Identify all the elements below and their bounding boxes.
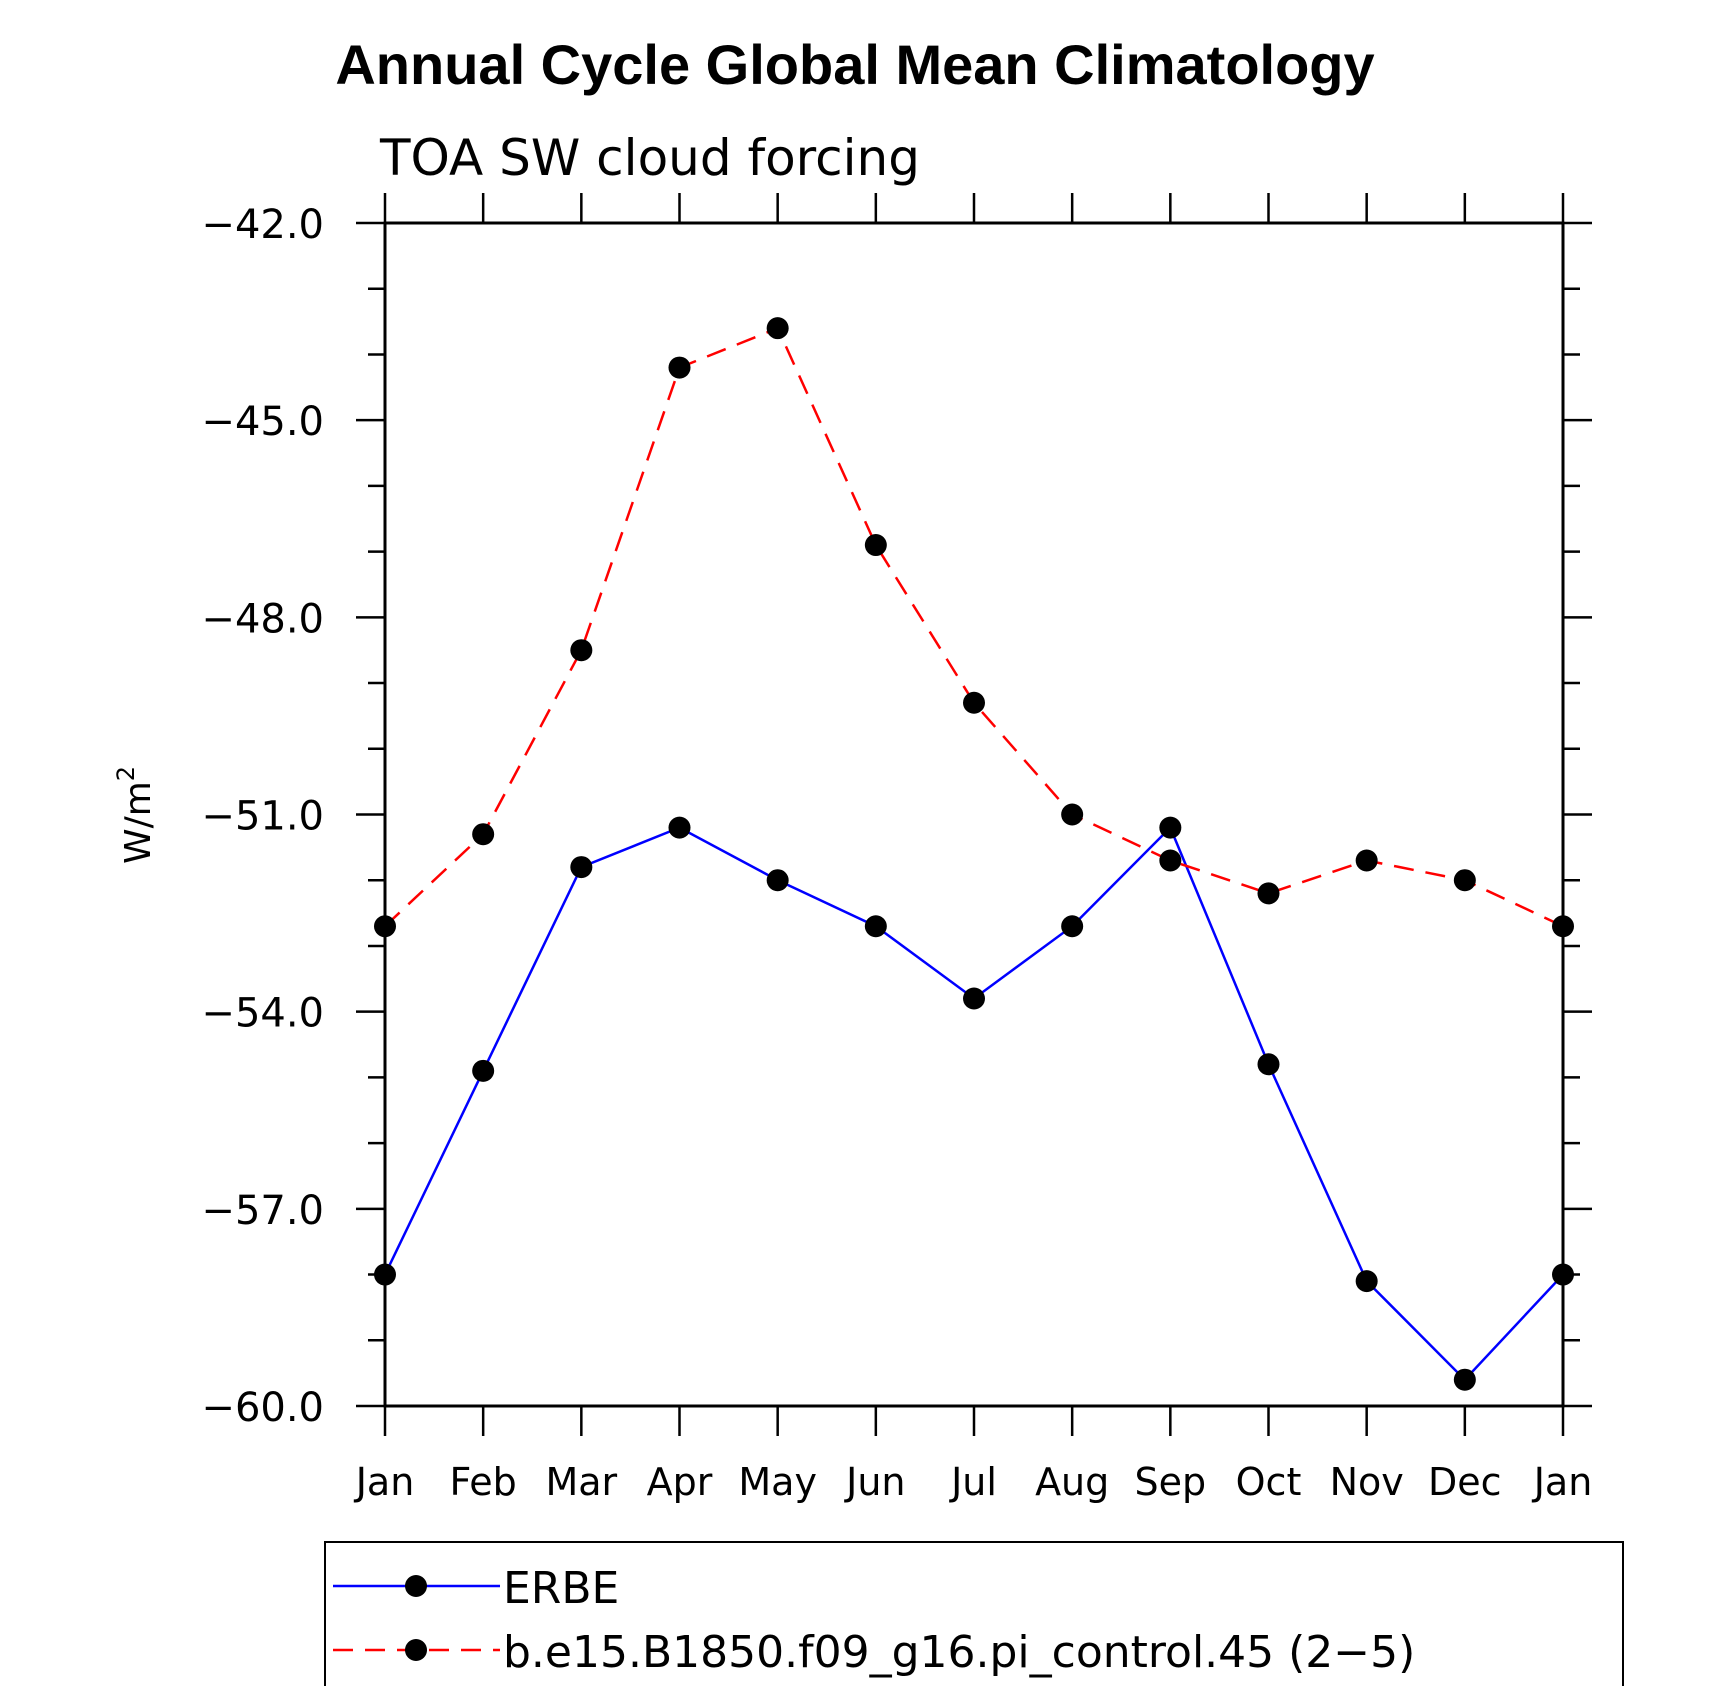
series-line-1 [384,326,1564,928]
y-tick-label: −60.0 [201,1385,324,1431]
legend-label-erbe: ERBE [503,1563,619,1614]
plot-frame [383,221,1565,1408]
x-tick-label: Apr [647,1460,713,1504]
y-axis-label-text: W/m [118,781,159,864]
data-point-series-0 [1159,816,1182,839]
data-point-series-0 [1257,1053,1280,1076]
data-point-series-0 [963,987,985,1010]
data-point-series-1 [668,356,691,379]
data-point-series-1 [1257,882,1280,905]
data-point-series-1 [374,915,396,938]
data-point-series-0 [472,1059,495,1082]
data-point-series-1 [1453,869,1476,892]
data-point-series-0 [374,1263,396,1286]
y-axis-label: W/m2 [112,766,159,864]
legend-label-model: b.e15.B1850.f09_g16.pi_control.45 (2−5) [503,1627,1415,1678]
x-tick-label: Nov [1330,1460,1404,1504]
data-point-series-1 [1355,849,1378,872]
legend-marker-erbe [405,1575,427,1597]
x-tick-label: Mar [545,1460,617,1504]
x-tick-label: Oct [1236,1460,1302,1504]
data-point-series-0 [766,869,789,892]
y-tick-label: −54.0 [201,991,324,1037]
x-tick-label: Aug [1035,1460,1109,1504]
data-point-series-0 [1355,1270,1378,1293]
data-point-series-0 [668,816,691,839]
legend: ERBE b.e15.B1850.f09_g16.pi_control.45 (… [324,1541,1624,1686]
x-tick-label: Sep [1135,1460,1207,1504]
chart-title: Annual Cycle Global Mean Climatology [335,33,1374,96]
legend-marker-model [405,1639,427,1661]
x-tick-label: Jan [1532,1460,1593,1504]
series-group [374,317,1574,1391]
legend-box [324,1541,1624,1686]
series-line-0 [383,825,1564,1382]
data-point-series-0 [1061,915,1084,938]
data-point-series-1 [864,534,887,557]
y-tick-label: −45.0 [201,399,324,445]
data-point-series-0 [1453,1368,1476,1391]
y-axis-label-superscript: 2 [112,766,140,781]
y-axis-ticks: −42.0 −45.0 −48.0 −51.0 −54.0 −57.0 −60.0 [201,202,1592,1431]
x-tick-label: Jul [949,1460,997,1504]
x-tick-label: May [738,1460,817,1504]
data-point-series-0 [864,915,887,938]
svg-text:W/m2: W/m2 [112,766,159,864]
data-point-series-1 [472,823,495,846]
x-axis-ticks: Jan Feb Mar Apr May Jun Jul Aug Sep Oct Nov Dec Jan [354,193,1593,1504]
chart-subtitle: TOA SW cloud forcing [379,129,920,187]
x-tick-label: Jun [844,1460,905,1504]
x-tick-label: Jan [354,1460,415,1504]
data-point-series-1 [570,639,593,662]
y-tick-label: −42.0 [201,202,324,248]
y-tick-label: −57.0 [201,1188,324,1234]
data-point-series-0 [1552,1263,1574,1286]
data-point-series-1 [1552,915,1574,938]
data-point-series-0 [570,856,593,879]
data-point-series-1 [766,317,789,340]
data-point-series-1 [963,691,985,714]
x-tick-label: Dec [1428,1460,1502,1504]
y-tick-label: −51.0 [201,794,324,840]
data-point-series-1 [1159,849,1182,872]
data-point-series-1 [1061,803,1084,826]
y-tick-label: −48.0 [201,596,324,642]
x-tick-label: Feb [450,1460,517,1504]
